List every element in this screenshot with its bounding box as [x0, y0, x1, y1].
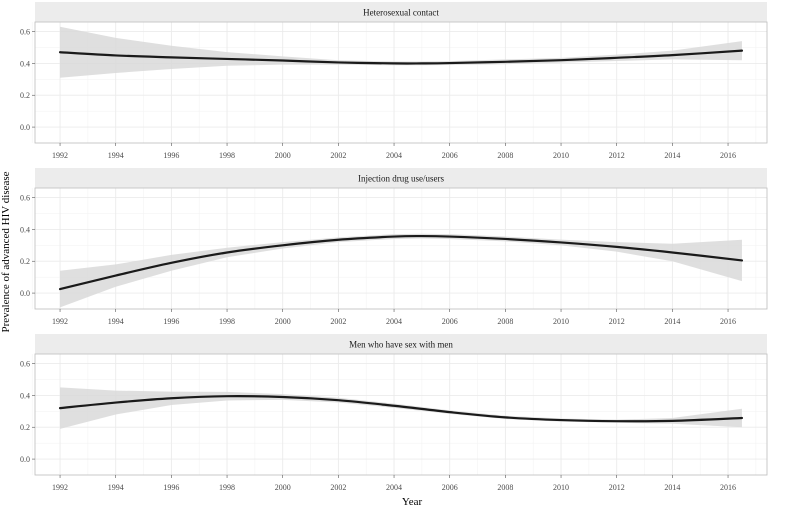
y-tick-label: 0.2: [20, 257, 30, 266]
facet-panel-3: Men who have sex with men 0.0 0.2 0.4 0.6 199…: [20, 334, 768, 492]
x-tick-label: 2004: [386, 483, 402, 492]
series-line: [58, 49, 744, 65]
panel-background: [35, 354, 767, 475]
facet-strip: [35, 2, 767, 22]
x-tick-label: 2008: [497, 151, 513, 160]
y-axis-title: Prevalence of advanced HIV disease: [0, 171, 12, 332]
x-tick-label: 1994: [108, 317, 124, 326]
x-tick-label: 2014: [664, 151, 680, 160]
y-tick-label: 0.0: [20, 123, 30, 132]
x-tick-label: 1992: [52, 317, 68, 326]
y-tick-label: 0.4: [20, 225, 30, 234]
x-tick-label: 2002: [330, 317, 346, 326]
series-line: [58, 234, 744, 291]
x-tick-label: 2006: [442, 483, 458, 492]
y-tick-label: 0.6: [20, 194, 30, 203]
x-tick-label: 2010: [553, 317, 569, 326]
x-tick-label: 2014: [664, 483, 680, 492]
series-line: [58, 395, 744, 423]
x-tick-label: 2000: [275, 483, 291, 492]
x-tick-label: 2012: [609, 151, 625, 160]
x-tick-label: 2006: [442, 317, 458, 326]
x-tick-label: 2000: [275, 151, 291, 160]
x-tick-label: 2008: [497, 317, 513, 326]
x-tick-label: 1998: [219, 317, 235, 326]
chart-panels: Heterosexual contact 0.0 0.2 0.4 0.6 1992 1994…: [20, 2, 768, 492]
confidence-band: [60, 26, 742, 78]
x-tick-label: 2012: [609, 317, 625, 326]
x-axis-title: Year: [402, 496, 423, 508]
facet-title: Injection drug use/users: [358, 174, 444, 184]
x-tick-label: 2016: [720, 483, 736, 492]
panel-border: [34, 187, 768, 310]
facet-strip: [35, 168, 767, 188]
x-tick-label: 1994: [108, 151, 124, 160]
x-tick-label: 1998: [219, 151, 235, 160]
y-tick-label: 0.0: [20, 455, 30, 464]
panel-background: [35, 22, 767, 143]
confidence-band: [60, 387, 742, 429]
x-tick-label: 2016: [720, 151, 736, 160]
x-tick-label: 2010: [553, 483, 569, 492]
x-tick-label: 2014: [664, 317, 680, 326]
x-tick-label: 2002: [330, 151, 346, 160]
x-tick-label: 1996: [163, 317, 179, 326]
y-tick-label: 0.2: [20, 423, 30, 432]
x-tick-label: 2006: [442, 151, 458, 160]
panel-border: [34, 353, 768, 476]
y-tick-label: 0.2: [20, 91, 30, 100]
x-tick-label: 1998: [219, 483, 235, 492]
y-tick-label: 0.6: [20, 28, 30, 37]
x-tick-label: 1996: [163, 151, 179, 160]
x-tick-label: 2008: [497, 483, 513, 492]
x-tick-label: 2000: [275, 317, 291, 326]
x-tick-label: 2004: [386, 317, 402, 326]
x-tick-label: 1992: [52, 151, 68, 160]
x-tick-label: 2002: [330, 483, 346, 492]
y-tick-label: 0.6: [20, 360, 30, 369]
x-tick-label: 1996: [163, 483, 179, 492]
x-tick-label: 2016: [720, 317, 736, 326]
y-tick-label: 0.4: [20, 391, 30, 400]
facet-panel-1: Heterosexual contact 0.0 0.2 0.4 0.6 1992 1994…: [20, 2, 768, 160]
x-tick-label: 2004: [386, 151, 402, 160]
facet-title: Men who have sex with men: [349, 340, 453, 350]
x-tick-label: 1992: [52, 483, 68, 492]
panel-border: [34, 21, 768, 144]
facet-title: Heterosexual contact: [363, 8, 439, 18]
facet-panel-2: Injection drug use/users 0.0 0.2 0.4 0.6 1992…: [20, 168, 768, 326]
facet-strip: [35, 334, 767, 354]
y-tick-label: 0.4: [20, 59, 30, 68]
y-tick-label: 0.0: [20, 289, 30, 298]
x-tick-label: 2010: [553, 151, 569, 160]
x-tick-label: 1994: [108, 483, 124, 492]
x-tick-label: 2012: [609, 483, 625, 492]
